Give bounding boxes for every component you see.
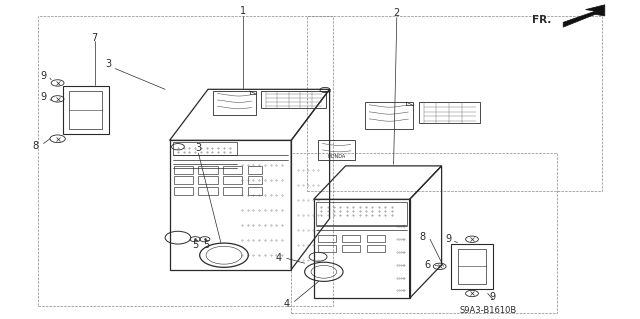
Bar [367,235,385,242]
Bar [174,187,193,195]
Text: 2: 2 [394,8,400,18]
Bar [248,176,262,184]
Bar [367,245,385,252]
Text: 9: 9 [490,292,496,302]
Text: HONDA: HONDA [328,154,346,160]
Text: FR.: FR. [532,15,552,25]
Bar [38,16,333,306]
Bar [342,235,360,242]
Text: 8: 8 [419,232,426,242]
Bar [198,187,218,195]
Text: 9: 9 [445,234,451,244]
Text: 5: 5 [204,240,210,250]
Bar [198,166,218,174]
Bar [248,166,262,174]
Text: 9: 9 [40,92,47,102]
Bar [198,176,218,184]
Text: 3: 3 [106,59,112,69]
Bar [248,187,262,195]
Bar [318,235,336,242]
Text: 6: 6 [424,260,431,271]
Bar [291,153,557,313]
Bar [223,166,242,174]
Text: 5: 5 [192,240,198,250]
Text: 3: 3 [195,143,202,153]
Text: 8: 8 [32,141,38,151]
Text: 1: 1 [240,6,246,16]
Bar [223,187,242,195]
Text: 4: 4 [275,253,282,263]
Polygon shape [563,5,605,27]
Text: S9A3-B1610B: S9A3-B1610B [459,306,516,315]
Bar [318,245,336,252]
Bar [174,176,193,184]
Text: 4: 4 [284,299,290,309]
Text: 7: 7 [92,33,98,43]
Text: 9: 9 [40,71,47,81]
Bar [223,176,242,184]
Bar [342,245,360,252]
Bar [174,166,193,174]
Bar [307,16,602,191]
